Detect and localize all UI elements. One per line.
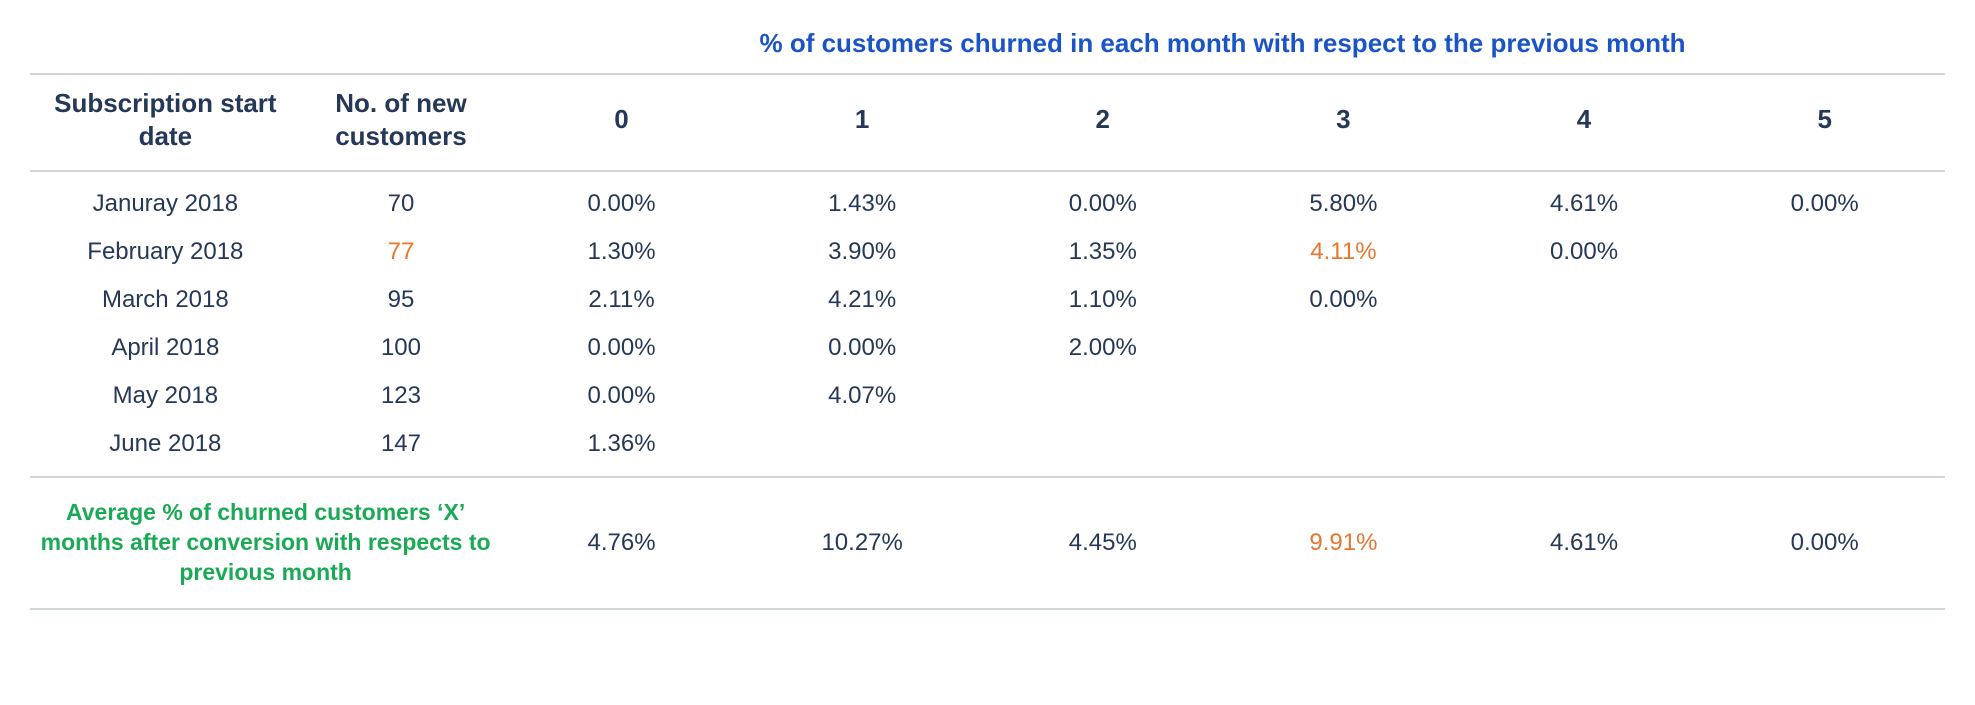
churn-cohort-table: % of customers churned in each month wit… (30, 20, 1945, 610)
col-header-month-2: 2 (982, 74, 1223, 171)
col-header-month-3: 3 (1223, 74, 1464, 171)
table-row: May 20181230.00%4.07% (30, 372, 1945, 420)
cell-month-1: 0.00% (742, 324, 983, 372)
cell-date: May 2018 (30, 372, 301, 420)
footer-cell-1: 10.27% (742, 477, 983, 609)
footer-cell-3: 9.91% (1223, 477, 1464, 609)
cell-month-0: 0.00% (501, 324, 742, 372)
cell-month-1: 3.90% (742, 228, 983, 276)
table-header: Subscription start date No. of new custo… (30, 74, 1945, 171)
col-header-month-0: 0 (501, 74, 742, 171)
cell-month-2: 0.00% (982, 171, 1223, 228)
cell-month-0: 1.30% (501, 228, 742, 276)
cell-month-1: 4.21% (742, 276, 983, 324)
cell-month-1 (742, 420, 983, 477)
cell-month-1: 1.43% (742, 171, 983, 228)
cell-month-0: 0.00% (501, 171, 742, 228)
cell-month-0: 2.11% (501, 276, 742, 324)
footer-label: Average % of churned customers ‘X’ month… (30, 477, 501, 609)
cell-month-5 (1704, 420, 1945, 477)
cell-month-4 (1464, 372, 1705, 420)
cell-month-2: 2.00% (982, 324, 1223, 372)
title-row: % of customers churned in each month wit… (30, 20, 1945, 73)
col-header-month-1: 1 (742, 74, 983, 171)
table-row: March 2018952.11%4.21%1.10%0.00% (30, 276, 1945, 324)
cell-month-5 (1704, 228, 1945, 276)
cell-month-0: 1.36% (501, 420, 742, 477)
cell-month-2 (982, 372, 1223, 420)
cell-month-3: 5.80% (1223, 171, 1464, 228)
cell-count: 77 (301, 228, 502, 276)
cell-month-4 (1464, 276, 1705, 324)
cell-month-5: 0.00% (1704, 171, 1945, 228)
cell-date: Januray 2018 (30, 171, 301, 228)
table-row: April 20181000.00%0.00%2.00% (30, 324, 1945, 372)
footer-cell-5: 0.00% (1704, 477, 1945, 609)
table-footer: Average % of churned customers ‘X’ month… (30, 477, 1945, 609)
cell-month-5 (1704, 372, 1945, 420)
table-body: Januray 2018700.00%1.43%0.00%5.80%4.61%0… (30, 171, 1945, 477)
cell-month-3 (1223, 324, 1464, 372)
cell-month-1: 4.07% (742, 372, 983, 420)
table-row: February 2018771.30%3.90%1.35%4.11%0.00% (30, 228, 1945, 276)
title-spacer (30, 20, 500, 73)
cell-date: June 2018 (30, 420, 301, 477)
cell-month-5 (1704, 324, 1945, 372)
footer-cell-2: 4.45% (982, 477, 1223, 609)
table-title: % of customers churned in each month wit… (500, 20, 1945, 73)
col-header-date: Subscription start date (30, 74, 301, 171)
col-header-count: No. of new customers (301, 74, 502, 171)
col-header-month-5: 5 (1704, 74, 1945, 171)
footer-cell-4: 4.61% (1464, 477, 1705, 609)
cell-month-4: 4.61% (1464, 171, 1705, 228)
cell-count: 95 (301, 276, 502, 324)
cell-date: February 2018 (30, 228, 301, 276)
footer-cell-0: 4.76% (501, 477, 742, 609)
cell-count: 123 (301, 372, 502, 420)
cell-month-2: 1.10% (982, 276, 1223, 324)
cell-month-3 (1223, 420, 1464, 477)
cell-month-2: 1.35% (982, 228, 1223, 276)
cohort-table: Subscription start date No. of new custo… (30, 73, 1945, 610)
cell-date: April 2018 (30, 324, 301, 372)
cell-date: March 2018 (30, 276, 301, 324)
cell-month-3: 0.00% (1223, 276, 1464, 324)
cell-month-2 (982, 420, 1223, 477)
cell-month-3: 4.11% (1223, 228, 1464, 276)
col-header-month-4: 4 (1464, 74, 1705, 171)
cell-month-0: 0.00% (501, 372, 742, 420)
cell-count: 70 (301, 171, 502, 228)
cell-month-4 (1464, 324, 1705, 372)
cell-count: 147 (301, 420, 502, 477)
cell-month-3 (1223, 372, 1464, 420)
cell-month-4 (1464, 420, 1705, 477)
table-row: Januray 2018700.00%1.43%0.00%5.80%4.61%0… (30, 171, 1945, 228)
cell-month-5 (1704, 276, 1945, 324)
cell-count: 100 (301, 324, 502, 372)
table-row: June 20181471.36% (30, 420, 1945, 477)
cell-month-4: 0.00% (1464, 228, 1705, 276)
